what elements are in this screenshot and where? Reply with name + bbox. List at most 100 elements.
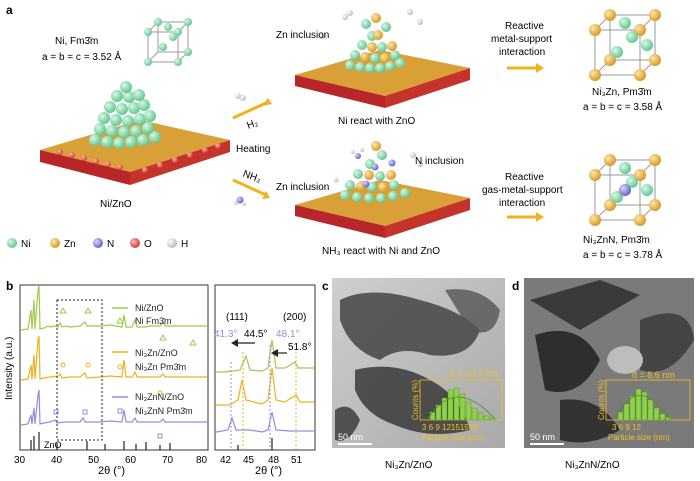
legend-zn-icon <box>50 238 60 248</box>
h2-arrow <box>232 93 272 120</box>
legend-h: H <box>181 239 188 250</box>
reactive-2-arrow <box>507 212 544 222</box>
ni3zn-lattice: a = b = c = 3.58 Å <box>583 100 663 113</box>
xrd-xlabel: 2θ (°) <box>98 465 125 477</box>
ni3znn-lattice: a = b = c = 3.78 Å <box>583 248 663 261</box>
xrd-zoom-xlabel: 2θ (°) <box>255 465 282 477</box>
trace-ni3zn-zno <box>20 335 207 381</box>
psize-label-d: Particle size (nm) <box>608 433 670 442</box>
h2-label: H₂ <box>245 117 259 131</box>
ztick-51: 51 <box>291 455 303 466</box>
reactive-1-arrow <box>507 63 544 73</box>
legend-series-ni-zno: Ni/ZnO <box>135 303 164 313</box>
xtick-80: 80 <box>196 455 208 466</box>
ni-zno-model <box>40 81 230 185</box>
ni-phase-label: Ni, Fm3̄m <box>55 36 98 47</box>
reactive-2-l1: Reactive <box>505 172 544 183</box>
counts-label-c: Counts (%) <box>411 380 420 420</box>
ticks-d: 3 6 9 12 <box>612 423 641 432</box>
ni-zno-label: Ni/ZnO <box>100 199 132 210</box>
panel-label-d: d <box>512 279 519 293</box>
reactive-2-l2: gas-metal-support <box>482 185 563 196</box>
legend-series-ni-fm3m: Ni Fm3̄m <box>135 316 172 326</box>
ticks-c: 3 6 9 12151518 <box>422 423 478 432</box>
xrd-ylabel: Intensity (a.u.) <box>4 337 15 400</box>
nh3-react-model <box>295 141 470 238</box>
zn-inclusion-1: Zn inclusion <box>276 30 329 41</box>
nh3-label: NH₃ <box>241 169 262 186</box>
trace-ni3znn-zno <box>20 389 207 426</box>
legend-series-ni3zn-pm3m: Ni₃Zn Pm3̄m <box>135 362 186 372</box>
heating-label: Heating <box>236 144 270 155</box>
xtick-30: 30 <box>14 455 26 466</box>
legend-n: N <box>107 239 114 250</box>
ztick-48: 48 <box>268 455 280 466</box>
mean-size-d: d̄ = 8.6 nm <box>632 370 675 380</box>
legend-series-ni3zn-zno: Ni₃Zn/ZnO <box>135 348 178 358</box>
scalebar-label-c: 50 nm <box>338 432 363 442</box>
xrd-xticks: 30 40 50 60 70 80 <box>14 455 208 466</box>
reactive-1-l2: metal-support <box>491 34 552 45</box>
peak-111-label: (111) <box>226 312 248 323</box>
reactive-1-l1: Reactive <box>505 21 544 32</box>
reactive-2-l3: interaction <box>499 198 545 209</box>
legend-o: O <box>144 239 152 250</box>
xrd-zoom-plot: 2θ (°) 42 45 48 51 (111) (200) 41.3° 44.… <box>214 284 316 477</box>
tem-caption-c: Ni₃Zn/ZnO <box>385 460 433 471</box>
ztick-45: 45 <box>243 455 255 466</box>
counts-label-d: Counts (%) <box>597 380 606 420</box>
zoom-trace-ni3zn-zno <box>216 367 314 406</box>
zoom-region-box <box>56 299 103 441</box>
zoom-trace-ni-zno <box>216 339 314 373</box>
xrd-legend: Ni/ZnO Ni Fm3̄m Ni₃Zn/ZnO Ni₃Zn Pm3̄m Ni… <box>112 303 193 416</box>
legend-series-ni3znn-zno: Ni₃ZnN/ZnO <box>135 392 184 402</box>
peak-445-label: 44.5° <box>244 329 267 340</box>
ni3znn-markers <box>53 409 163 439</box>
peak-518-label: 51.8° <box>288 342 311 353</box>
ni-unit-cell <box>144 18 192 66</box>
legend-o-icon <box>130 238 140 248</box>
tem-image-c: d̄ = 10.1 nm Counts (%) 3 6 9 12151518 P… <box>332 278 505 448</box>
reactive-1-l3: interaction <box>499 47 545 58</box>
mean-size-c: d̄ = 10.1 nm <box>450 368 498 378</box>
ni3znn-unit-cell <box>589 154 661 226</box>
legend-ni: Ni <box>21 239 30 250</box>
ni3zn-markers <box>60 362 163 396</box>
ni3zn-unit-cell <box>589 9 661 81</box>
ni-fm3m-markers <box>59 307 197 346</box>
tem-image-d: d̄ = 8.6 nm Counts (%) 3 6 9 12 Particle… <box>524 278 694 448</box>
peak-413-label: 41.3° <box>214 329 237 340</box>
trace-ni-zno <box>20 284 207 331</box>
zn-inclusion-2: Zn inclusion <box>276 182 329 193</box>
atom-legend: Ni Zn N O H <box>7 238 188 250</box>
ni-react-zno-label: Ni react with ZnO <box>338 116 415 127</box>
peak-481-label: 48.1° <box>276 329 299 340</box>
ni3zn-phase: Ni₃Zn, Pm3̄m <box>592 87 652 98</box>
ni-lattice-label: a = b = c = 3.52 Å <box>42 50 122 63</box>
panel-label-b: b <box>6 279 13 293</box>
panel-label-c: c <box>322 279 329 293</box>
psize-label-c: Particle size (nm) <box>422 433 484 442</box>
tem-caption-d: Ni₃ZnN/ZnO <box>565 460 620 471</box>
histogram-inset-c: d̄ = 10.1 nm Counts (%) 3 6 9 12151518 P… <box>411 368 503 442</box>
xtick-50: 50 <box>88 455 100 466</box>
ni3znn-phase: Ni₃ZnN, Pm3̄m <box>583 235 650 246</box>
panel-label-a: a <box>6 3 13 17</box>
ztick-42: 42 <box>220 455 232 466</box>
legend-series-ni3znn-pm3m: Ni₃ZnN Pm3̄m <box>135 406 193 416</box>
legend-ni-icon <box>7 238 17 248</box>
ni-react-zno-model <box>295 9 470 108</box>
xrd-main-plot: Intensity (a.u.) 2θ (°) 30 40 50 60 70 8… <box>4 284 209 477</box>
zno-reference-ticks <box>30 432 171 450</box>
n-inclusion: N inclusion <box>415 156 464 167</box>
nh3-react-label: NH₃ react with Ni and ZnO <box>322 246 440 257</box>
xtick-40: 40 <box>51 455 63 466</box>
nh3-arrow <box>232 178 270 206</box>
xtick-60: 60 <box>125 455 137 466</box>
peak-200-label: (200) <box>283 312 306 323</box>
histogram-inset-d: d̄ = 8.6 nm Counts (%) 3 6 9 12 Particle… <box>597 370 691 442</box>
legend-h-icon <box>167 238 177 248</box>
legend-n-icon <box>93 238 103 248</box>
zno-label: ZnO <box>44 440 62 450</box>
